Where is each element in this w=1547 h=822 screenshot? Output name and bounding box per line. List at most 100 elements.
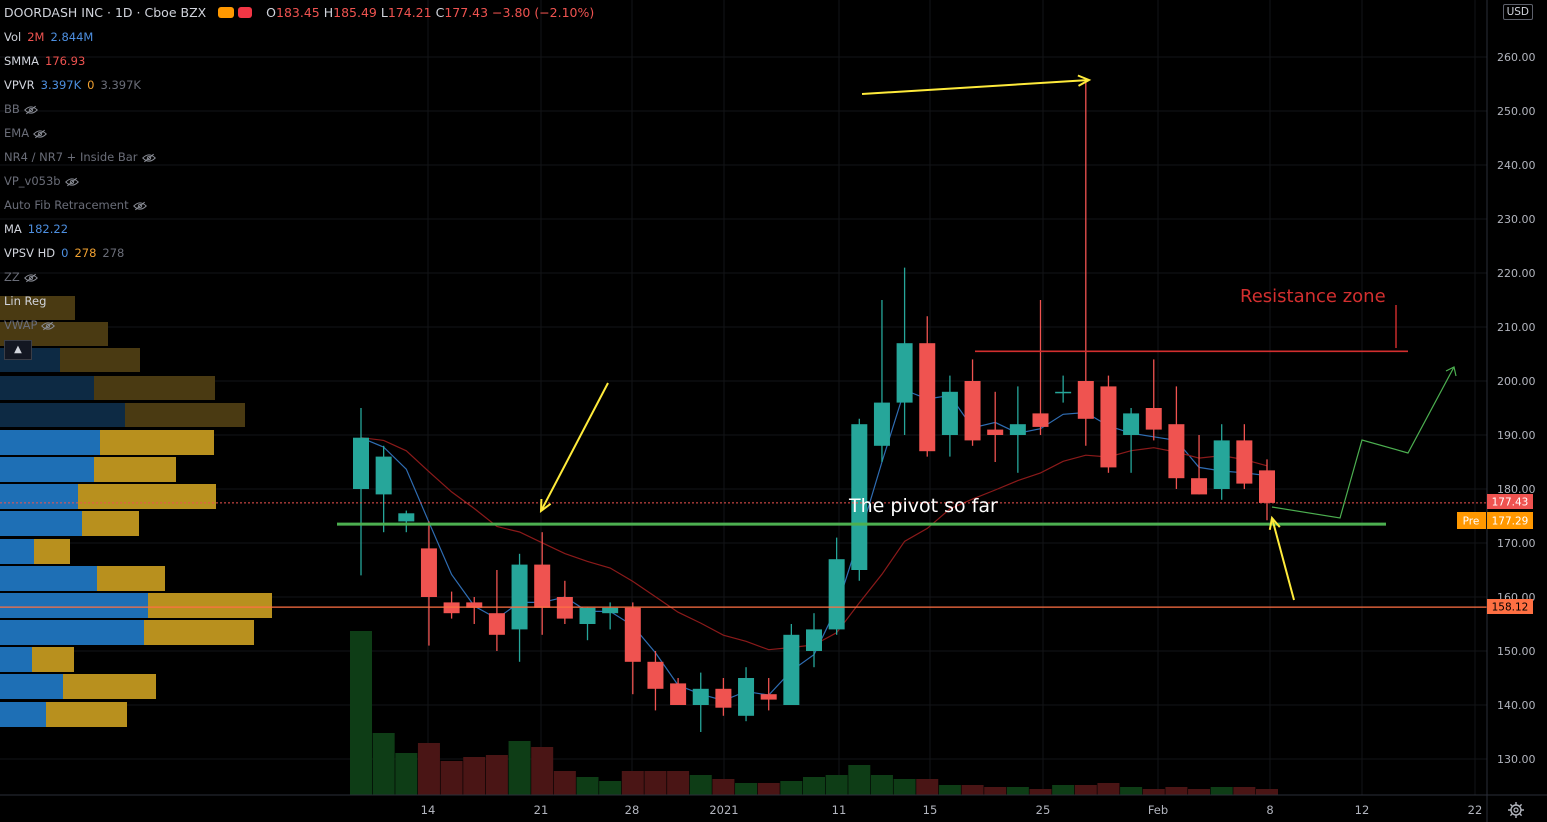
eye-hidden-icon[interactable] <box>29 126 48 140</box>
time-tick-label: 22 <box>1468 803 1483 817</box>
svg-text:Pre: Pre <box>1463 516 1480 528</box>
svg-text:158.12: 158.12 <box>1492 602 1529 614</box>
volume-profile-bar <box>0 566 97 591</box>
volume-bar <box>599 781 622 795</box>
volume-bar <box>1165 787 1188 795</box>
time-tick-label: 25 <box>1036 803 1051 817</box>
indicator-value: 2M <box>27 30 45 44</box>
candle-body <box>466 602 483 608</box>
indicator-name: BB <box>4 102 20 116</box>
projection-arrowhead <box>1445 366 1457 377</box>
candle-body <box>896 343 913 403</box>
candle-body <box>353 437 369 489</box>
level-lines <box>0 74 1487 608</box>
settings-gear-icon[interactable] <box>1508 802 1524 818</box>
candle-body <box>1077 381 1094 419</box>
volume-profile-bar <box>144 620 254 645</box>
indicator-row[interactable]: SMMA 176.93 <box>4 52 91 70</box>
time-tick-label: 2021 <box>709 803 738 817</box>
volume-bar <box>1188 789 1211 795</box>
indicator-row[interactable]: VWAP <box>4 316 56 334</box>
volume-bar <box>1210 787 1233 795</box>
volume-bar <box>1052 785 1075 795</box>
indicator-row[interactable]: MA 182.22 <box>4 220 74 238</box>
volume-bar <box>395 753 418 795</box>
indicator-name: VPSV HD <box>4 246 56 260</box>
time-tick-label: 8 <box>1266 803 1273 817</box>
indicator-row[interactable]: Vol 2M 2.844M <box>4 28 99 46</box>
indicator-row[interactable]: VPSV HD 0 278 278 <box>4 244 130 262</box>
volume-bar <box>1097 783 1120 795</box>
volume-bar <box>735 783 758 795</box>
price-axis: 130.00140.00150.00160.00170.00180.00190.… <box>1486 0 1536 822</box>
interval[interactable]: 1D <box>114 5 133 20</box>
indicator-name: Lin Reg <box>4 294 47 308</box>
volume-profile <box>0 296 272 727</box>
candle-body <box>715 688 732 708</box>
time-tick-label: 12 <box>1355 803 1370 817</box>
indicator-row[interactable]: VPVR 3.397K 0 3.397K <box>4 76 147 94</box>
annotation-arrowhead <box>539 498 552 514</box>
candle-body <box>1123 413 1140 435</box>
volume-profile-bar <box>0 674 63 699</box>
indicator-name: Vol <box>4 30 22 44</box>
volume-bar <box>1029 789 1052 795</box>
volume-profile-bar <box>0 539 34 564</box>
candle-body <box>1009 424 1026 435</box>
volume-bar <box>938 785 961 795</box>
eye-hidden-icon[interactable] <box>61 174 79 188</box>
indicator-row[interactable]: VP_v053b <box>4 172 79 190</box>
candle-body <box>941 391 958 435</box>
volume-bar <box>621 771 644 795</box>
candle-body <box>488 613 505 635</box>
time-tick-label: 28 <box>625 803 640 817</box>
candle-body <box>670 683 687 705</box>
market-status-icon <box>218 7 235 18</box>
eye-hidden-icon[interactable] <box>20 102 38 116</box>
candle-body <box>806 629 822 651</box>
volume-profile-bar <box>34 539 70 564</box>
candlestick-series <box>353 78 1275 732</box>
volume-bar <box>553 771 576 795</box>
volume-bar <box>803 777 825 795</box>
collapse-legend-button[interactable]: ▲ <box>4 340 32 360</box>
eye-hidden-icon[interactable] <box>20 270 38 284</box>
volume-profile-bar <box>32 647 74 672</box>
volume-bar <box>463 757 486 795</box>
candle-body <box>556 597 573 619</box>
volume-bar <box>870 775 893 795</box>
time-tick-label: 14 <box>421 803 436 817</box>
indicator-row[interactable]: EMA <box>4 124 48 142</box>
candle-body <box>692 688 709 705</box>
volume-bar <box>893 779 916 795</box>
indicator-name: VPVR <box>4 78 35 92</box>
volume-profile-bar <box>0 296 75 320</box>
eye-hidden-icon[interactable] <box>37 318 56 332</box>
volume-profile-bar <box>97 566 165 591</box>
eye-hidden-icon[interactable] <box>129 198 147 212</box>
currency-badge[interactable]: USD <box>1502 4 1533 20</box>
symbol-name[interactable]: DOORDASH INC <box>4 5 104 20</box>
indicator-row[interactable]: NR4 / NR7 + Inside Bar <box>4 148 156 166</box>
volume-bar <box>1256 789 1278 795</box>
pattern-icon <box>238 7 253 18</box>
volume-profile-bar <box>0 511 82 536</box>
indicator-value: 0 <box>61 246 69 260</box>
volume-bar <box>1142 789 1165 795</box>
candle-body <box>624 607 641 662</box>
indicator-row[interactable]: Auto Fib Retracement <box>4 196 147 214</box>
indicator-value: 278 <box>74 246 97 260</box>
indicator-row[interactable]: Lin Reg <box>4 292 52 310</box>
volume-bar <box>440 761 463 795</box>
eye-hidden-icon[interactable] <box>138 150 156 164</box>
volume-bar <box>1120 787 1143 795</box>
volume-profile-bar <box>125 403 245 427</box>
volume-profile-bar <box>0 457 94 482</box>
indicator-value: 176.93 <box>45 54 86 68</box>
candle-body <box>1145 408 1162 430</box>
indicator-value: 3.397K <box>40 78 82 92</box>
indicator-row[interactable]: BB <box>4 100 38 118</box>
change-value: −3.80 (−2.10%) <box>492 5 595 20</box>
indicator-row[interactable]: ZZ <box>4 268 38 286</box>
